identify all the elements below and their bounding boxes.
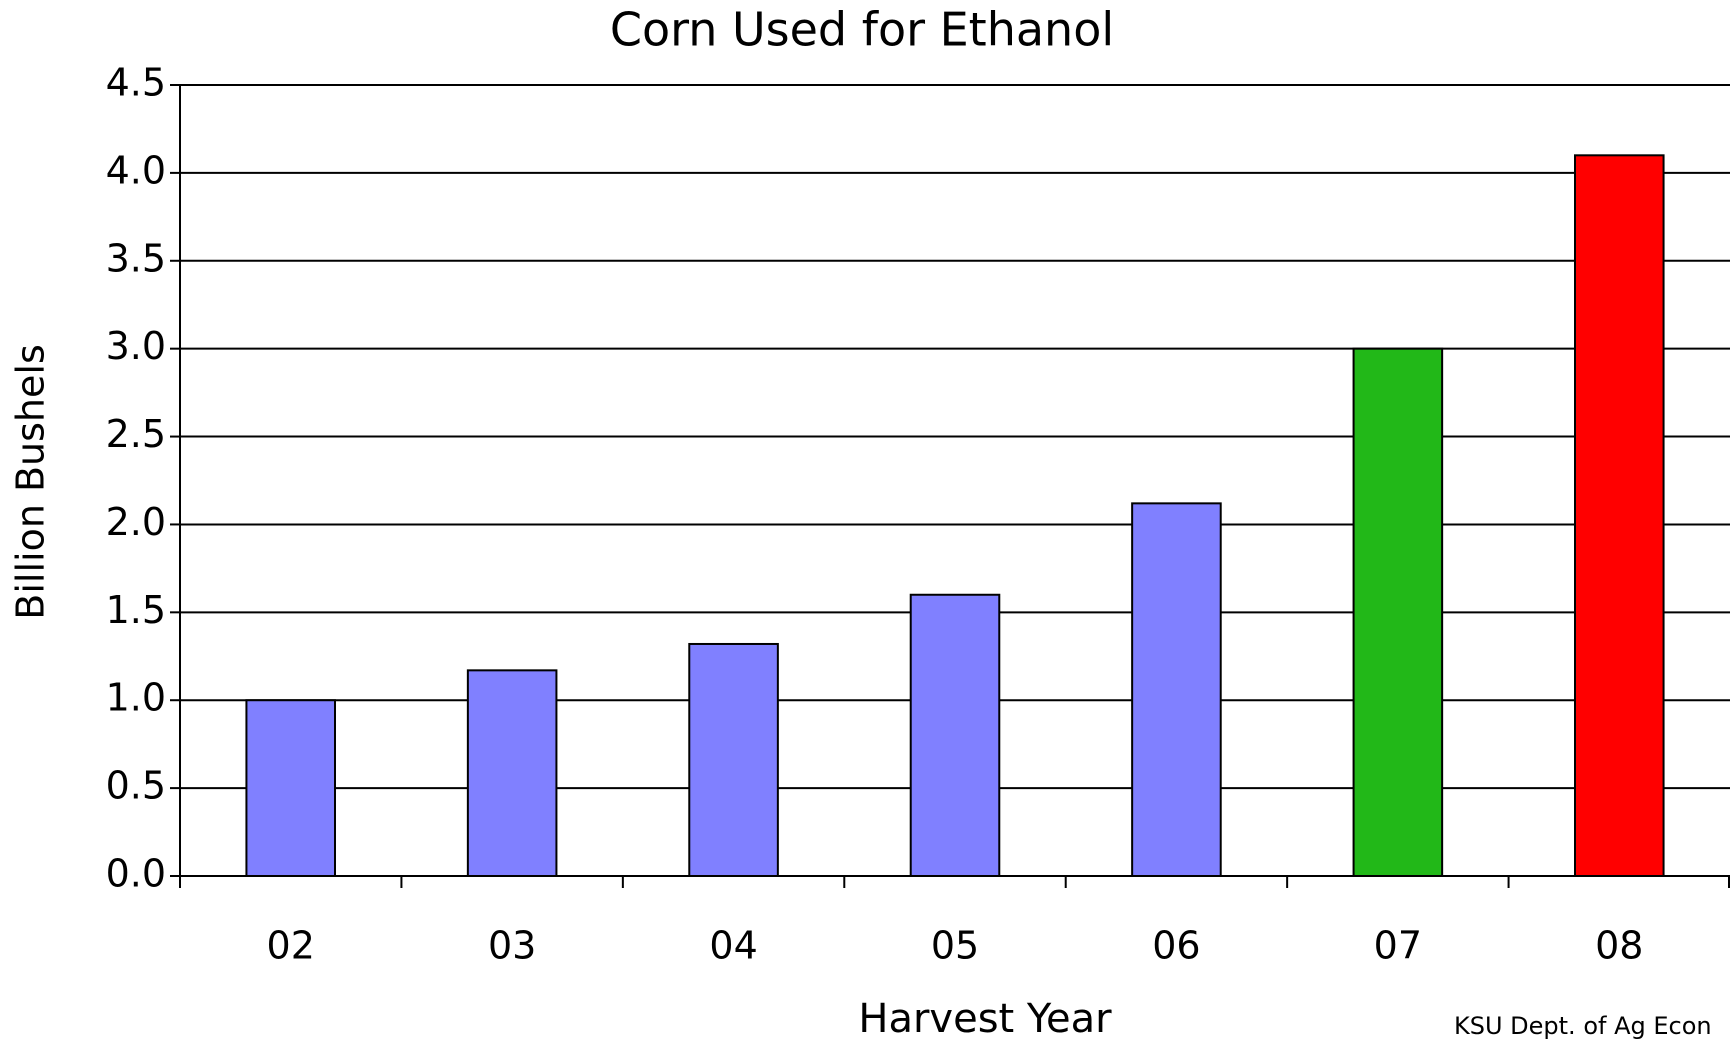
x-tick-label: 04 — [709, 924, 757, 968]
y-tick-label: 2.5 — [106, 412, 166, 456]
source-note: KSU Dept. of Ag Econ — [1454, 1012, 1712, 1040]
x-tick-label: 05 — [931, 924, 979, 968]
bar — [466, 669, 558, 878]
y-tick-label: 0.0 — [106, 852, 166, 896]
y-tick-label: 3.5 — [106, 236, 166, 280]
y-tick-label: 2.0 — [106, 500, 166, 544]
y-tick-label: 4.5 — [106, 61, 166, 105]
x-tick-label: 08 — [1595, 924, 1643, 968]
x-tick-label: 06 — [1152, 924, 1200, 968]
y-axis-label: Billion Bushels — [9, 344, 53, 619]
y-tick-label: 1.0 — [106, 676, 166, 720]
bar — [1352, 347, 1444, 877]
chart-title: Corn Used for Ethanol — [610, 3, 1114, 57]
y-tick-label: 4.0 — [106, 148, 166, 192]
bar — [909, 593, 1001, 877]
x-tick-label: 02 — [267, 924, 315, 968]
x-tick-label: 03 — [488, 924, 536, 968]
bar — [688, 642, 779, 877]
bar — [1131, 502, 1222, 877]
y-tick-label: 1.5 — [106, 588, 166, 632]
y-tick-label: 3.0 — [106, 324, 166, 368]
x-tick-label: 07 — [1374, 924, 1422, 968]
x-axis-label: Harvest Year — [858, 996, 1112, 1042]
bar — [245, 699, 336, 877]
y-tick-label: 0.5 — [106, 764, 166, 808]
bar — [1574, 154, 1665, 878]
